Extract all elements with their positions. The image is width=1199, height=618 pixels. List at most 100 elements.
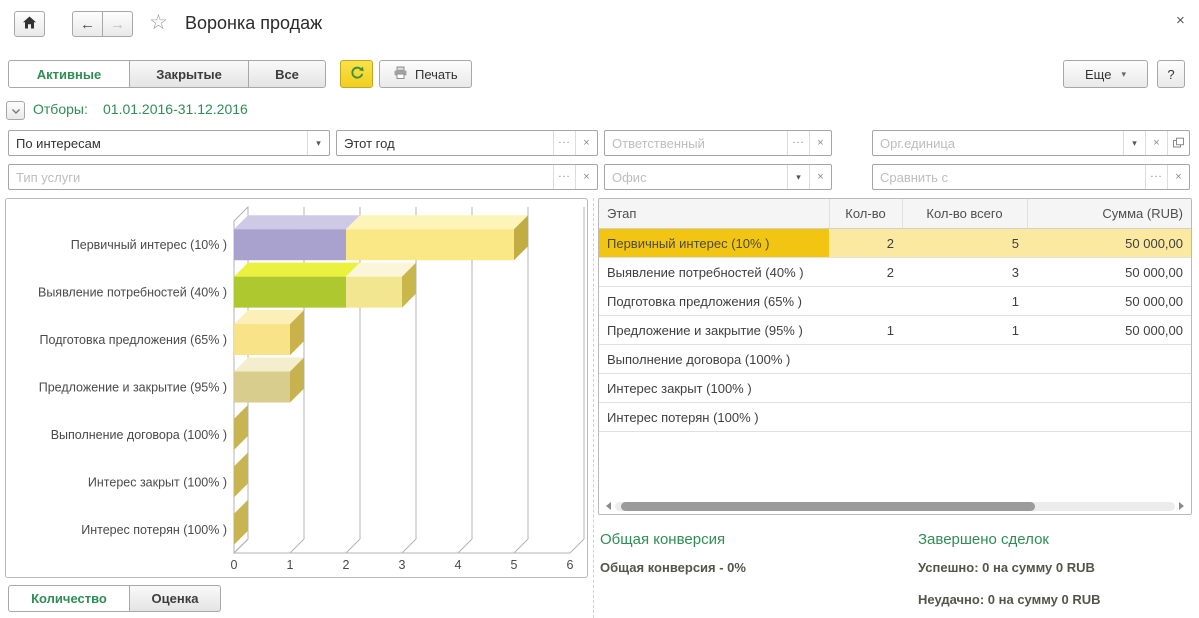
- column-header-0: Этап: [599, 199, 830, 229]
- org-unit-input[interactable]: [873, 131, 1123, 155]
- compare-with-input[interactable]: [873, 165, 1145, 189]
- filter-field-office[interactable]: ▾×: [604, 164, 832, 190]
- clear-icon[interactable]: ×: [1167, 165, 1189, 189]
- favorite-star-icon[interactable]: ☆: [149, 11, 168, 34]
- value-cell[interactable]: [829, 286, 902, 316]
- svg-text:0: 0: [231, 558, 238, 572]
- value-cell[interactable]: [1027, 344, 1191, 374]
- scrollbar-thumb[interactable]: [620, 501, 1035, 511]
- table-row[interactable]: Интерес потерян (100% ): [599, 402, 1191, 432]
- print-button[interactable]: Печать: [379, 60, 472, 88]
- filter-field-org-unit[interactable]: ▾×: [872, 130, 1190, 156]
- table-row[interactable]: Выполнение договора (100% ): [599, 344, 1191, 374]
- office-input[interactable]: [605, 165, 787, 189]
- stage-cell[interactable]: Выявление потребностей (40% ): [599, 257, 829, 287]
- back-arrow-icon: ←: [80, 15, 95, 33]
- help-button[interactable]: ?: [1157, 60, 1185, 88]
- value-cell[interactable]: [829, 373, 902, 403]
- table-row[interactable]: Выявление потребностей (40% ) 2 3 50 000,00: [599, 257, 1191, 287]
- value-cell[interactable]: 1: [829, 315, 902, 345]
- period-input[interactable]: [337, 131, 553, 155]
- stage-cell[interactable]: Интерес закрыт (100% ): [599, 373, 829, 403]
- filter-field-period[interactable]: ...×: [336, 130, 598, 156]
- table-row[interactable]: Подготовка предложения (65% ) 1 50 000,00: [599, 286, 1191, 316]
- funnel-bar-chart[interactable]: 0 1 2 3 4 5 6 Первичный интерес (10% ) Выявление…: [6, 199, 587, 577]
- service-type-input[interactable]: [9, 165, 553, 189]
- conversion-title: Общая конверсия: [600, 531, 726, 548]
- conversion-value: Общая конверсия - 0%: [600, 560, 746, 575]
- tab-estimate[interactable]: Оценка: [129, 585, 221, 612]
- svg-text:6: 6: [567, 558, 574, 572]
- value-cell[interactable]: 5: [902, 228, 1027, 258]
- tab-all-deals[interactable]: Все: [248, 60, 326, 88]
- value-cell[interactable]: 50 000,00: [1027, 228, 1191, 258]
- value-cell[interactable]: 2: [829, 257, 902, 287]
- scroll-left-arrow-icon[interactable]: [602, 502, 611, 510]
- tab-active-deals[interactable]: Активные: [8, 60, 130, 88]
- horizontal-scrollbar[interactable]: [602, 500, 1188, 512]
- scroll-right-arrow-icon[interactable]: [1179, 502, 1188, 510]
- clear-icon[interactable]: ×: [575, 165, 597, 189]
- value-cell[interactable]: 1: [902, 286, 1027, 316]
- page-title: Воронка продаж: [185, 13, 323, 33]
- stage-cell[interactable]: Предложение и закрытие (95% ): [599, 315, 829, 345]
- open-icon[interactable]: [1167, 131, 1189, 155]
- value-cell[interactable]: 50 000,00: [1027, 315, 1191, 345]
- value-cell[interactable]: 50 000,00: [1027, 257, 1191, 287]
- dropdown-icon[interactable]: ▾: [787, 165, 809, 189]
- refresh-button[interactable]: [340, 60, 373, 88]
- filters-summary-value[interactable]: 01.01.2016-31.12.2016: [103, 101, 248, 117]
- more-button[interactable]: Еще ▾: [1063, 60, 1148, 88]
- value-cell[interactable]: [1027, 373, 1191, 403]
- clear-icon[interactable]: ×: [809, 165, 831, 189]
- more-icon[interactable]: ...: [1145, 165, 1167, 189]
- value-cell[interactable]: [902, 402, 1027, 432]
- value-cell[interactable]: [829, 402, 902, 432]
- tab-quantity[interactable]: Количество: [8, 585, 130, 612]
- responsible-input[interactable]: [605, 131, 787, 155]
- back-button[interactable]: ←: [72, 11, 103, 37]
- stage-cell[interactable]: Выполнение договора (100% ): [599, 344, 829, 374]
- filter-field-compare-with[interactable]: ...×: [872, 164, 1190, 190]
- value-cell[interactable]: 2: [829, 228, 902, 258]
- value-cell[interactable]: 1: [902, 315, 1027, 345]
- value-cell[interactable]: [902, 344, 1027, 374]
- panel-separator: [593, 198, 594, 618]
- svg-text:Подготовка предложения (65% ): Подготовка предложения (65% ): [40, 333, 227, 347]
- svg-text:Выявление потребностей (40% ): Выявление потребностей (40% ): [38, 286, 227, 300]
- table-row[interactable]: Интерес закрыт (100% ): [599, 373, 1191, 403]
- more-icon[interactable]: ...: [553, 165, 575, 189]
- table-row[interactable]: Первичный интерес (10% ) 2 5 50 000,00: [599, 228, 1191, 258]
- deals-success-value: Успешно: 0 на сумму 0 RUB: [918, 560, 1095, 575]
- close-icon[interactable]: ×: [1176, 12, 1185, 29]
- dropdown-icon[interactable]: ▾: [1123, 131, 1145, 155]
- stage-cell[interactable]: Интерес потерян (100% ): [599, 402, 829, 432]
- stage-cell[interactable]: Подготовка предложения (65% ): [599, 286, 829, 316]
- deals-fail-value: Неудачно: 0 на сумму 0 RUB: [918, 592, 1101, 607]
- filter-field-service-type[interactable]: ...×: [8, 164, 598, 190]
- filters-collapse-button[interactable]: [6, 101, 25, 120]
- tab-closed-deals[interactable]: Закрытые: [129, 60, 249, 88]
- value-cell[interactable]: [829, 344, 902, 374]
- svg-text:5: 5: [511, 558, 518, 572]
- clear-icon[interactable]: ×: [575, 131, 597, 155]
- filter-field-view-mode[interactable]: ▾: [8, 130, 330, 156]
- view-mode-input[interactable]: [9, 131, 307, 155]
- more-icon[interactable]: ...: [787, 131, 809, 155]
- dropdown-icon[interactable]: ▾: [307, 131, 329, 155]
- more-icon[interactable]: ...: [553, 131, 575, 155]
- scrollbar-track[interactable]: [615, 501, 1175, 511]
- clear-icon[interactable]: ×: [1145, 131, 1167, 155]
- stage-cell[interactable]: Первичный интерес (10% ): [599, 228, 829, 258]
- svg-text:1: 1: [287, 558, 294, 572]
- home-button[interactable]: [14, 11, 45, 37]
- value-cell[interactable]: [1027, 402, 1191, 432]
- forward-button[interactable]: →: [102, 11, 133, 37]
- column-header-3: Сумма (RUB): [1027, 199, 1191, 229]
- value-cell[interactable]: 3: [902, 257, 1027, 287]
- clear-icon[interactable]: ×: [809, 131, 831, 155]
- filter-field-responsible[interactable]: ...×: [604, 130, 832, 156]
- value-cell[interactable]: [902, 373, 1027, 403]
- table-row[interactable]: Предложение и закрытие (95% ) 1 1 50 000,00: [599, 315, 1191, 345]
- value-cell[interactable]: 50 000,00: [1027, 286, 1191, 316]
